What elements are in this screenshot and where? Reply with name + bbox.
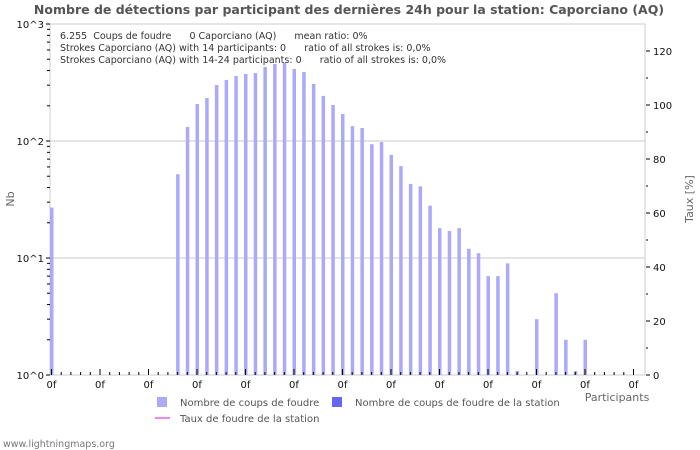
- bar: [234, 76, 238, 375]
- x-tick-label: 0f: [338, 380, 348, 391]
- bar: [554, 293, 558, 375]
- x-tick-label: 0f: [532, 380, 542, 391]
- x-tick-label: 0f: [386, 380, 396, 391]
- bar: [467, 248, 471, 375]
- bar: [457, 228, 461, 375]
- x-tick-label: 0f: [289, 380, 299, 391]
- legend-swatch-strokes: [157, 397, 167, 407]
- x-tick-label: 0f: [580, 380, 590, 391]
- legend: Nombre de coups de foudre Nombre de coup…: [155, 397, 560, 425]
- y2-tick-label: 0: [653, 371, 659, 382]
- bar: [302, 71, 306, 376]
- y-axis-title: Nb: [4, 191, 17, 206]
- stat-line-2: Strokes Caporciano (AQ) with 14 particip…: [60, 43, 431, 54]
- y-tick-label: 10^2: [17, 137, 44, 148]
- bar: [321, 95, 326, 375]
- x-axis-title: Participants: [585, 391, 650, 404]
- bar: [399, 166, 403, 375]
- bar: [428, 205, 432, 375]
- y2-axis-title: Taux [%]: [683, 175, 696, 224]
- bar: [486, 276, 490, 375]
- bar: [176, 174, 180, 375]
- bar: [341, 114, 345, 375]
- x-axis: 0f 0f 0f 0f 0f 0f 0f 0f 0f 0f 0f 0f 0f: [47, 369, 639, 391]
- x-tick-label: 0f: [241, 380, 251, 391]
- y-axis-right: 0 20 40 60 80 100 120: [646, 47, 672, 382]
- bar: [564, 339, 568, 375]
- bar: [50, 207, 54, 375]
- gridlines: [50, 140, 645, 259]
- bar: [214, 85, 219, 375]
- bar: [360, 128, 364, 375]
- bar: [224, 80, 229, 375]
- x-tick-label: 0f: [144, 380, 154, 391]
- legend-item-strokes[interactable]: Nombre de coups de foudre: [157, 397, 319, 409]
- legend-item-station-strokes[interactable]: Nombre de coups de foudre de la station: [332, 397, 560, 409]
- x-tick-label: 0f: [192, 380, 202, 391]
- bar: [438, 228, 442, 375]
- x-tick-label: 0f: [95, 380, 105, 391]
- x-tick-label: 0f: [435, 380, 445, 391]
- y2-tick-label: 100: [653, 101, 672, 112]
- bar: [476, 253, 481, 375]
- bar: [292, 69, 296, 376]
- x-tick-label: 0f: [629, 380, 639, 391]
- x-tick-label: 0f: [47, 380, 57, 391]
- y-tick-label: 10^0: [17, 371, 44, 382]
- legend-label-station-strokes: Nombre de coups de foudre de la station: [355, 398, 560, 409]
- y2-tick-label: 120: [653, 47, 672, 58]
- y2-tick-label: 80: [653, 155, 666, 166]
- bar: [185, 126, 190, 375]
- legend-label-station-rate: Taux de foudre de la station: [179, 414, 319, 425]
- legend-item-station-rate[interactable]: Taux de foudre de la station: [155, 414, 319, 425]
- bar: [583, 339, 587, 375]
- y2-tick-label: 20: [653, 317, 666, 328]
- bar: [418, 186, 423, 375]
- legend-label-strokes: Nombre de coups de foudre: [180, 398, 319, 409]
- chart-title: Nombre de détections par participant des…: [34, 2, 664, 17]
- bar: [370, 144, 374, 375]
- bar: [505, 263, 510, 375]
- plot-border: [49, 23, 646, 376]
- x-tick-label: 0f: [483, 380, 493, 391]
- bar: [244, 73, 248, 375]
- bar: [379, 142, 384, 375]
- bar: [195, 104, 199, 376]
- bar: [263, 67, 267, 375]
- footer-link[interactable]: www.lightningmaps.org: [3, 439, 115, 450]
- bar: [205, 98, 209, 376]
- y2-tick-label: 40: [653, 263, 666, 274]
- stat-line-3: Strokes Caporciano (AQ) with 14-24 parti…: [60, 55, 446, 66]
- bar: [447, 231, 452, 375]
- bar: [253, 73, 258, 376]
- y-axis-left: 10^0 10^1 10^2 10^3: [17, 20, 50, 382]
- bar: [408, 183, 413, 375]
- stats-annotations: 6.255 Coups de foudre 0 Caporciano (AQ) …: [60, 31, 446, 66]
- bar: [535, 319, 539, 375]
- y-tick-label: 10^1: [17, 254, 44, 265]
- bar: [282, 63, 287, 375]
- bar: [350, 126, 355, 375]
- bar: [389, 154, 393, 375]
- y2-tick-label: 60: [653, 209, 666, 220]
- legend-swatch-station-strokes: [332, 397, 342, 407]
- bar: [311, 84, 316, 375]
- bars: [50, 63, 587, 376]
- stat-line-1: 6.255 Coups de foudre 0 Caporciano (AQ) …: [60, 31, 368, 42]
- bar: [331, 105, 335, 376]
- plot-area: [49, 23, 646, 376]
- bar: [273, 64, 277, 375]
- bar: [496, 276, 500, 375]
- y-tick-label: 10^3: [17, 20, 44, 31]
